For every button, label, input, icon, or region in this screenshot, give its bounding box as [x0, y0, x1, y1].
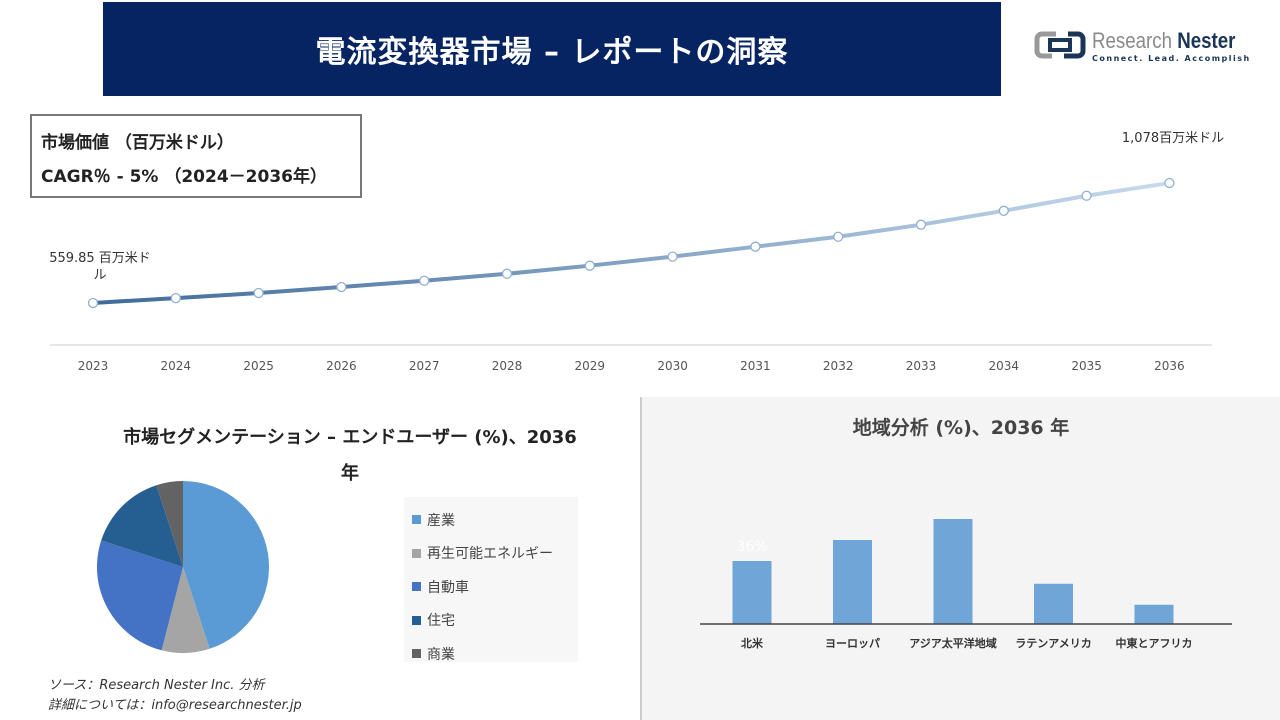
data-point [170, 292, 181, 304]
source-note: ソース：Research Nester Inc. 分析 詳細については：info… [48, 676, 302, 716]
x-tick-label: 2033 [906, 359, 937, 373]
bar-2 [833, 540, 872, 624]
data-point [915, 219, 927, 230]
bar-category-label: 北米 [741, 636, 764, 650]
bar-data-label: 36% [736, 539, 767, 555]
legend-label: 産業 [427, 512, 455, 529]
legend-label: 再生可能エネルギー [427, 546, 553, 563]
data-point [667, 251, 678, 262]
x-tick-label: 2031 [740, 359, 771, 373]
end-user-pie-chart [96, 481, 269, 653]
data-point [750, 241, 761, 252]
pie-slice-4 [101, 485, 183, 567]
pie-slice-3 [96, 540, 183, 651]
data-point [501, 268, 513, 279]
x-tick-label: 2030 [657, 359, 688, 373]
last-value-label: 1,078百万米ドル [1121, 131, 1225, 146]
regional-bar-chart: 36% 北米 ヨーロッパ アジア太平洋地域 ラテンアメリカ 中東とアフリカ [700, 519, 1232, 650]
legend-label: 住宅 [427, 613, 455, 630]
legend-item: 再生可能エネルギー [404, 537, 578, 571]
legend-label: 商業 [427, 646, 455, 663]
data-point [1081, 190, 1092, 201]
research-nester-logo: Research Nester Connect. Lead. Accomplis… [1034, 28, 1254, 68]
legend-swatch [412, 582, 421, 592]
pie-slice-2 [161, 567, 210, 653]
page-title: 電流変換器市場 – レポートの洞察 [103, 2, 1001, 96]
legend-swatch [412, 548, 421, 558]
data-point [253, 287, 264, 299]
x-tick-label: 2028 [492, 359, 523, 373]
legend-label: 自動車 [427, 579, 469, 596]
data-point [87, 297, 99, 309]
x-tick-label: 2023 [78, 359, 109, 373]
kpi-box: 市場価値 （百万米ドル） CAGR％ - 5% （2024－2036年） [30, 114, 362, 198]
legend-item: 産業 [404, 503, 578, 537]
bar-5 [1134, 604, 1174, 624]
kpi-market-value: 市場価値 （百万米ドル） [41, 133, 234, 153]
x-tick-label: 2026 [326, 359, 357, 373]
x-tick-label: 2032 [823, 359, 854, 373]
contact-line: 詳細については：info@researchnester.jp [48, 698, 302, 713]
bar-3 [933, 519, 973, 624]
data-point [1164, 177, 1175, 189]
x-tick-label: 2036 [1154, 359, 1185, 373]
bar-category-label: アジア太平洋地域 [909, 636, 997, 650]
data-point [419, 275, 430, 286]
first-value-label: 559.85 百万米ドル [49, 251, 151, 283]
regional-analysis-panel: 地域分析 (%)、2036 年 36% 北米 ヨーロッパ アジア太平洋地域 ラテンアメリ… [640, 397, 1280, 720]
market-value-line-chart: 2023 2024 2025 2026 2027 2028 2029 2030 2031 2032… [50, 177, 1212, 373]
data-point [833, 231, 844, 242]
x-tick-label: 2029 [575, 359, 606, 373]
segmentation-title: 市場セグメンテーション – エンドユーザー (%)、2036 年 [123, 427, 577, 484]
legend-item: 商業 [404, 637, 578, 671]
logo-name-a: Research [1092, 28, 1173, 53]
x-tick-label: 2024 [161, 359, 192, 373]
data-point [584, 260, 595, 271]
legend-swatch [412, 649, 421, 659]
bar-category-label: 中東とアフリカ [1116, 636, 1193, 650]
logo-mark-icon [1034, 31, 1086, 59]
bar-1 [732, 561, 772, 624]
x-tick-label: 2035 [1071, 359, 1102, 373]
legend-swatch [412, 515, 421, 525]
logo-name-b: Nester [1177, 28, 1236, 53]
source-line: ソース：Research Nester Inc. 分析 [48, 678, 265, 693]
x-tick-label: 2027 [409, 359, 440, 373]
bar-4 [1034, 583, 1073, 624]
bar-category-label: ラテンアメリカ [1015, 637, 1091, 650]
data-point [998, 205, 1009, 216]
x-tick-label: 2025 [243, 359, 274, 373]
bar-category-label: ヨーロッパ [825, 637, 880, 650]
kpi-cagr: CAGR％ - 5% （2024－2036年） [41, 167, 327, 187]
logo-tagline: Connect. Lead. Accomplish [1092, 54, 1251, 63]
pie-legend: 産業再生可能エネルギー 自動車住宅商業 [404, 497, 578, 663]
legend-swatch [412, 615, 421, 625]
legend-item: 自動車 [404, 570, 578, 604]
regional-title: 地域分析 (%)、2036 年 [852, 417, 1070, 439]
pie-slice-1 [183, 481, 269, 649]
x-tick-label: 2034 [989, 359, 1020, 373]
legend-item: 住宅 [404, 604, 578, 638]
data-point [336, 281, 347, 293]
series-line [92, 181, 1170, 305]
pie-slice-5 [156, 481, 183, 567]
